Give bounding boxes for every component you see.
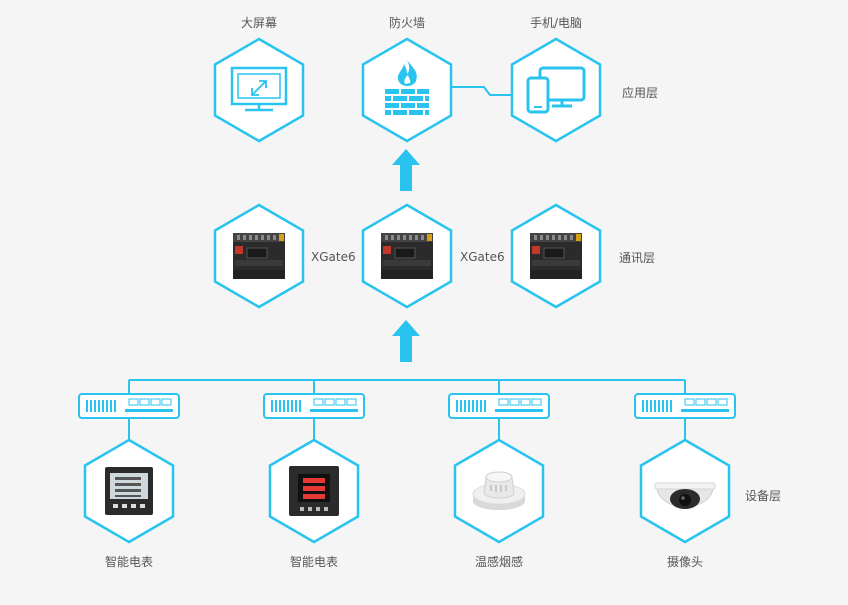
firewall-node [361, 37, 453, 143]
smart-meter-red-icon [289, 466, 339, 516]
device-title-smart-meter-2: 智能电表 [289, 555, 339, 569]
network-switch-icon [448, 393, 550, 419]
network-switch-icon [263, 393, 365, 419]
smart-meter-node-1 [83, 438, 175, 544]
device-title-smart-meter-1: 智能电表 [104, 555, 154, 569]
device-title-camera: 摄像头 [666, 555, 704, 569]
gateway-device-icon [529, 232, 583, 280]
device-title-smoke-detector: 温感烟感 [474, 555, 524, 569]
node-title-big-screen: 大屏幕 [240, 16, 278, 30]
layer-label-device: 设备层 [745, 489, 782, 503]
network-switch-icon [78, 393, 180, 419]
layer-label-communication: 通讯层 [619, 251, 656, 265]
phone-computer-icon [526, 66, 586, 114]
up-arrow-icon [392, 320, 420, 362]
firewall-icon [385, 60, 429, 115]
smoke-detector-icon [472, 471, 526, 510]
device-bus [128, 379, 686, 443]
camera-node [639, 438, 731, 544]
camera-icon [654, 482, 716, 509]
up-arrow-icon [392, 149, 420, 191]
gateway-label-2: XGate6 [460, 250, 505, 264]
gateway-label-1: XGate6 [311, 250, 356, 264]
gateway-node-3 [510, 203, 602, 309]
phone-computer-node [510, 37, 602, 143]
node-title-firewall: 防火墙 [388, 16, 426, 30]
gateway-node-2 [361, 203, 453, 309]
gateway-device-icon [380, 232, 434, 280]
big-screen-icon [230, 66, 288, 112]
big-screen-node [213, 37, 305, 143]
smart-meter-node-2 [268, 438, 360, 544]
smart-meter-icon [105, 467, 153, 515]
smoke-detector-node [453, 438, 545, 544]
node-title-phone-computer: 手机/电脑 [529, 16, 583, 30]
layer-label-application: 应用层 [622, 86, 659, 100]
gateway-node-1 [213, 203, 305, 309]
network-switch-icon [634, 393, 736, 419]
firewall-link [451, 86, 513, 96]
gateway-device-icon [232, 232, 286, 280]
